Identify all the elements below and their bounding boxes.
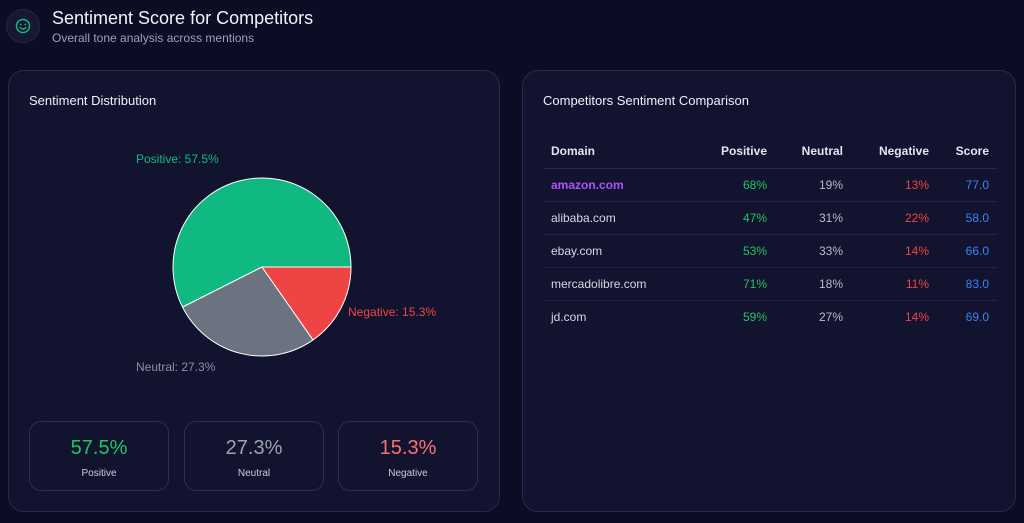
cell-score: 58.0 [937, 201, 997, 235]
page-title: Sentiment Score for Competitors [52, 8, 314, 28]
table-row[interactable]: alibaba.com 47% 31% 22% 58.0 [543, 201, 997, 235]
cell-negative: 11% [851, 267, 937, 301]
cell-score: 77.0 [937, 168, 997, 202]
cell-domain[interactable]: alibaba.com [543, 201, 703, 235]
column-header-negative[interactable]: Negative [851, 134, 937, 169]
stat-value: 27.3% [225, 437, 283, 459]
column-header-positive[interactable]: Positive [703, 134, 775, 169]
cell-positive: 59% [742, 309, 767, 324]
cell-domain[interactable]: ebay.com [543, 234, 703, 268]
cell-score: 66.0 [937, 234, 997, 268]
pie-label-negative: Negative: 15.3% [348, 305, 436, 319]
stat-label: Neutral [237, 468, 271, 479]
cell-score: 83.0 [937, 267, 997, 301]
cell-negative: 14% [904, 309, 929, 324]
cell-neutral: 27% [818, 309, 843, 324]
cell-domain[interactable]: mercadolibre.com [543, 267, 703, 301]
cell-positive: 53% [703, 234, 775, 268]
cell-domain[interactable]: jd.com [551, 309, 587, 324]
stat-label: Negative [388, 468, 428, 479]
cell-domain[interactable]: amazon.com [543, 168, 703, 202]
column-header-domain[interactable]: Domain [543, 134, 703, 169]
pie-label-neutral: Neutral: 27.3% [136, 360, 216, 374]
pie-slice-positive[interactable] [172, 177, 352, 308]
cell-negative: 14% [851, 234, 937, 268]
column-header-score[interactable]: Score [937, 134, 997, 169]
cell-score: 69.0 [965, 309, 989, 324]
comparison-table: Domain Positive Neutral Negative Score a… [543, 134, 997, 333]
cell-neutral: 19% [775, 168, 851, 202]
cell-positive: 71% [703, 267, 775, 301]
sentiment-distribution-card: Sentiment Distribution Positive: 57.5% Ne… [8, 70, 500, 512]
stat-value: 57.5% [70, 437, 128, 459]
table-row[interactable]: amazon.com 68% 19% 13% 77.0 [543, 168, 997, 202]
stat-neutral: 27.3% Neutral [184, 421, 324, 491]
cell-negative: 22% [851, 201, 937, 235]
page-header: Sentiment Score for Competitors Overall … [6, 6, 313, 46]
smiley-icon [6, 9, 40, 43]
pie-slice-negative[interactable] [261, 266, 352, 341]
cell-positive: 47% [703, 201, 775, 235]
table-header-row: Domain Positive Neutral Negative Score [543, 134, 997, 169]
table-row[interactable]: mercadolibre.com 71% 18% 11% 83.0 [543, 267, 997, 301]
column-header-neutral[interactable]: Neutral [775, 134, 851, 169]
pie-slice-neutral[interactable] [181, 266, 314, 357]
page-subtitle: Overall tone analysis across mentions [52, 31, 255, 45]
cell-neutral: 31% [775, 201, 851, 235]
stat-value: 15.3% [379, 437, 437, 459]
competitors-comparison-card: Competitors Sentiment Comparison Domain … [522, 70, 1016, 512]
stat-negative: 15.3% Negative [338, 421, 478, 491]
stat-label: Positive [81, 468, 117, 479]
cell-positive: 68% [703, 168, 775, 202]
stat-positive: 57.5% Positive [29, 421, 169, 491]
pie-label-positive: Positive: 57.5% [136, 152, 219, 166]
cell-neutral: 18% [775, 267, 851, 301]
card-title: Sentiment Distribution [29, 93, 157, 108]
cell-negative: 13% [851, 168, 937, 202]
table-row[interactable]: ebay.com 53% 33% 14% 66.0 [543, 234, 997, 268]
table-row[interactable]: jd.com 59% 27% 14% 69.0 [543, 300, 997, 333]
card-title: Competitors Sentiment Comparison [543, 93, 749, 108]
sentiment-pie-chart: Positive: 57.5% Neutral: 27.3% Negative: 1… [136, 152, 436, 374]
cell-neutral: 33% [775, 234, 851, 268]
